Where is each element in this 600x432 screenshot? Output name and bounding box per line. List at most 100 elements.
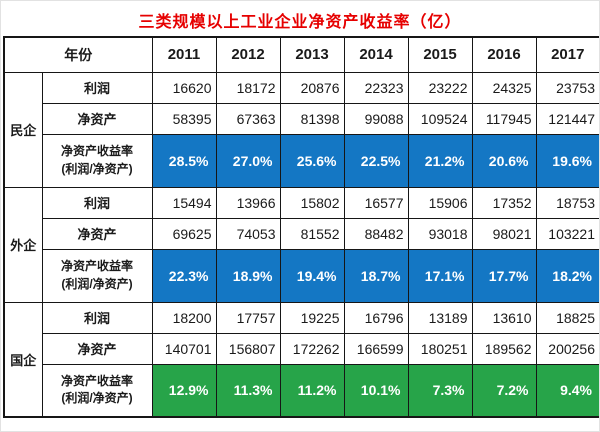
profit-value-cell: 13966 [215,186,281,219]
group-roe-row: 净资产收益率 (利润/净资产) 28.5% 27.0% 25.6% 22.5% 21.2% 2… [4,133,599,188]
group-label: 民企 [3,71,43,188]
profit-value-cell: 24325 [471,71,537,104]
net-assets-value-cell: 81398 [279,102,345,135]
net-assets-value-cell: 180251 [407,332,473,365]
net-assets-value-cell: 88482 [343,217,409,250]
roe-value-cell: 7.2% [471,363,537,418]
group-roe-row: 净资产收益率 (利润/净资产) 22.3% 18.9% 19.4% 18.7% 17.1% 1… [4,248,599,303]
group-label: 国企 [3,301,43,418]
net-assets-value-cell: 67363 [215,102,281,135]
group-roe-row: 净资产收益率 (利润/净资产) 12.9% 11.3% 11.2% 10.1% 7.3% 7.… [4,363,599,418]
roe-value-cell: 18.7% [343,248,409,303]
net-assets-value-cell: 93018 [407,217,473,250]
roe-value-cell: 22.3% [151,248,217,303]
net-assets-value-cell: 74053 [215,217,281,250]
net-assets-value-cell: 103221 [535,217,599,250]
roe-value-cell: 11.2% [279,363,345,418]
roe-value-cell: 19.4% [279,248,345,303]
net-assets-value-cell: 172262 [279,332,345,365]
profit-value-cell: 16796 [343,301,409,334]
net-assets-value-cell: 98021 [471,217,537,250]
profit-value-cell: 16620 [151,71,217,104]
roe-value-cell: 18.2% [535,248,599,303]
year-header: 2011 [151,36,217,73]
group-profit-row: 民企 利润 16620 18172 20876 22323 23222 24325 23753 [3,71,599,188]
roe-value-cell: 17.1% [407,248,473,303]
profit-value-cell: 18753 [535,186,599,219]
profit-value-cell: 17352 [471,186,537,219]
net-assets-value-cell: 200256 [535,332,599,365]
group-net-assets-row: 净资产 69625 74053 81552 88482 93018 98021 103221 [4,217,599,250]
year-header: 2013 [279,36,345,73]
table-header: 年份 2011 2012 2013 2014 2015 2016 2017 [3,36,599,73]
group-profit-row: 外企 利润 15494 13966 15802 16577 15906 17352 18753 [3,186,599,303]
roe-label-line2: (利润/净资产) [61,391,133,406]
row-label-roe: 净资产收益率 (利润/净资产) [41,248,153,303]
profit-value-cell: 18825 [535,301,599,334]
roe-label-line2: (利润/净资产) [61,161,133,176]
profit-value-cell: 20876 [279,71,345,104]
net-assets-value-cell: 166599 [343,332,409,365]
group-label: 外企 [3,186,43,303]
net-assets-value-cell: 156807 [215,332,281,365]
group-net-assets-row: 净资产 58395 67363 81398 99088 109524 117945 12144… [4,102,599,135]
profit-value-cell: 16577 [343,186,409,219]
roe-label-line1: 净资产收益率 [60,259,133,274]
year-corner-cell: 年份 [3,36,153,73]
profit-value-cell: 15802 [279,186,345,219]
profit-value-cell: 15494 [151,186,217,219]
profit-value-cell: 22323 [343,71,409,104]
year-header: 2017 [535,36,599,73]
net-assets-value-cell: 69625 [151,217,217,250]
profit-value-cell: 15906 [407,186,473,219]
roe-value-cell: 28.5% [151,133,217,188]
roe-value-cell: 10.1% [343,363,409,418]
roe-value-cell: 25.6% [279,133,345,188]
year-header: 2014 [343,36,409,73]
net-assets-value-cell: 121447 [535,102,599,135]
year-header: 2012 [215,36,281,73]
roe-value-cell: 7.3% [407,363,473,418]
roe-value-cell: 9.4% [535,363,599,418]
row-label-roe: 净资产收益率 (利润/净资产) [41,363,153,418]
roe-value-cell: 27.0% [215,133,281,188]
profit-value-cell: 13189 [407,301,473,334]
roe-value-cell: 11.3% [215,363,281,418]
roe-value-cell: 12.9% [151,363,217,418]
net-assets-value-cell: 140701 [151,332,217,365]
group-net-assets-row: 净资产 140701 156807 172262 166599 180251 189562 2… [4,332,599,365]
net-assets-value-cell: 189562 [471,332,537,365]
net-assets-value-cell: 81552 [279,217,345,250]
profit-value-cell: 17757 [215,301,281,334]
year-header: 2015 [407,36,473,73]
profit-value-cell: 23753 [535,71,599,104]
row-label-profit: 利润 [41,71,153,104]
profit-value-cell: 18172 [215,71,281,104]
net-assets-value-cell: 117945 [471,102,537,135]
row-label-roe: 净资产收益率 (利润/净资产) [41,133,153,188]
row-label-profit: 利润 [41,186,153,219]
roe-value-cell: 20.6% [471,133,537,188]
roe-value-cell: 17.7% [471,248,537,303]
profit-value-cell: 18200 [151,301,217,334]
roe-value-cell: 21.2% [407,133,473,188]
net-assets-value-cell: 109524 [407,102,473,135]
net-assets-value-cell: 58395 [151,102,217,135]
row-label-net-assets: 净资产 [41,217,153,250]
row-label-net-assets: 净资产 [41,102,153,135]
row-label-profit: 利润 [41,301,153,334]
profit-value-cell: 19225 [279,301,345,334]
net-assets-value-cell: 99088 [343,102,409,135]
group-profit-row: 国企 利润 18200 17757 19225 16796 13189 13610 18825 [3,301,599,418]
roe-value-cell: 18.9% [215,248,281,303]
roe-label-line1: 净资产收益率 [60,144,133,159]
row-label-net-assets: 净资产 [41,332,153,365]
roe-label-line1: 净资产收益率 [60,373,133,388]
year-header: 2016 [471,36,537,73]
profit-value-cell: 13610 [471,301,537,334]
roe-table: 年份 2011 2012 2013 2014 2015 2016 2017 民企 利润 16620… [3,36,599,418]
profit-value-cell: 23222 [407,71,473,104]
roe-value-cell: 19.6% [535,133,599,188]
table-title: 三类规模以上工业企业净资产收益率（亿） [138,13,462,31]
